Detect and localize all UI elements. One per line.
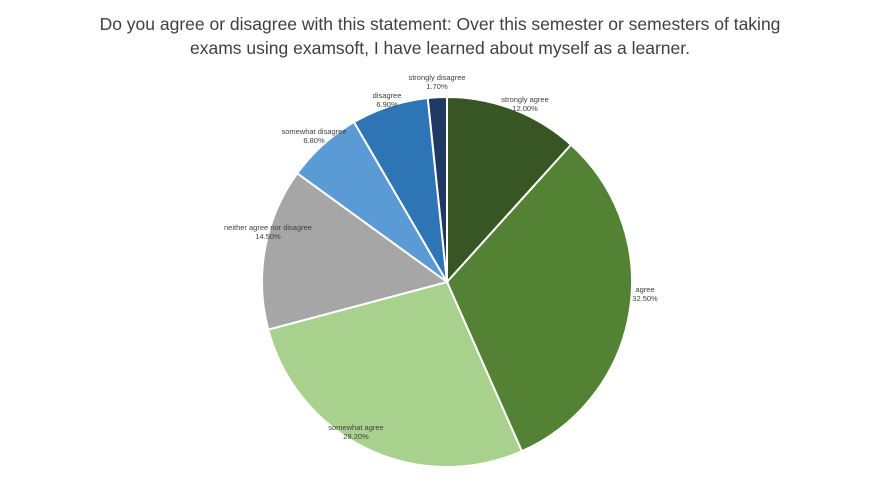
slice-label-value: 28.20% bbox=[343, 432, 369, 441]
slice-label-value: 6.80% bbox=[303, 136, 325, 145]
chart-title: Do you agree or disagree with this state… bbox=[60, 12, 820, 60]
pie-slices bbox=[261, 95, 633, 468]
slice-label-name: somewhat disagree bbox=[281, 127, 346, 136]
pie-slice-strongly-agree bbox=[446, 95, 573, 285]
pie-slice-strongly-disagree bbox=[426, 95, 448, 283]
slice-label-name: somewhat agree bbox=[328, 423, 383, 432]
slice-label-value: 12.00% bbox=[512, 104, 538, 113]
slice-label-name: neither agree nor disagree bbox=[224, 223, 312, 232]
pie-slice-agree bbox=[445, 143, 633, 453]
pie-slice-somewhat-agree bbox=[267, 280, 524, 468]
slice-label-value: 14.50% bbox=[255, 232, 281, 241]
slice-label-name: agree bbox=[635, 285, 654, 294]
chart-title-line-2: exams using examsoft, I have learned abo… bbox=[190, 38, 690, 58]
slice-label-name: disagree bbox=[373, 91, 402, 100]
slice-label-name: strongly agree bbox=[501, 95, 549, 104]
slice-label-value: 1.70% bbox=[426, 82, 448, 91]
slice-label-value: 32.50% bbox=[632, 294, 658, 303]
pie-slice-neither-agree-nor-disagree bbox=[261, 171, 450, 331]
slice-label-value: 6.90% bbox=[376, 100, 398, 109]
chart-title-line-1: Do you agree or disagree with this state… bbox=[99, 14, 781, 34]
slice-label-name: strongly disagree bbox=[408, 73, 465, 82]
